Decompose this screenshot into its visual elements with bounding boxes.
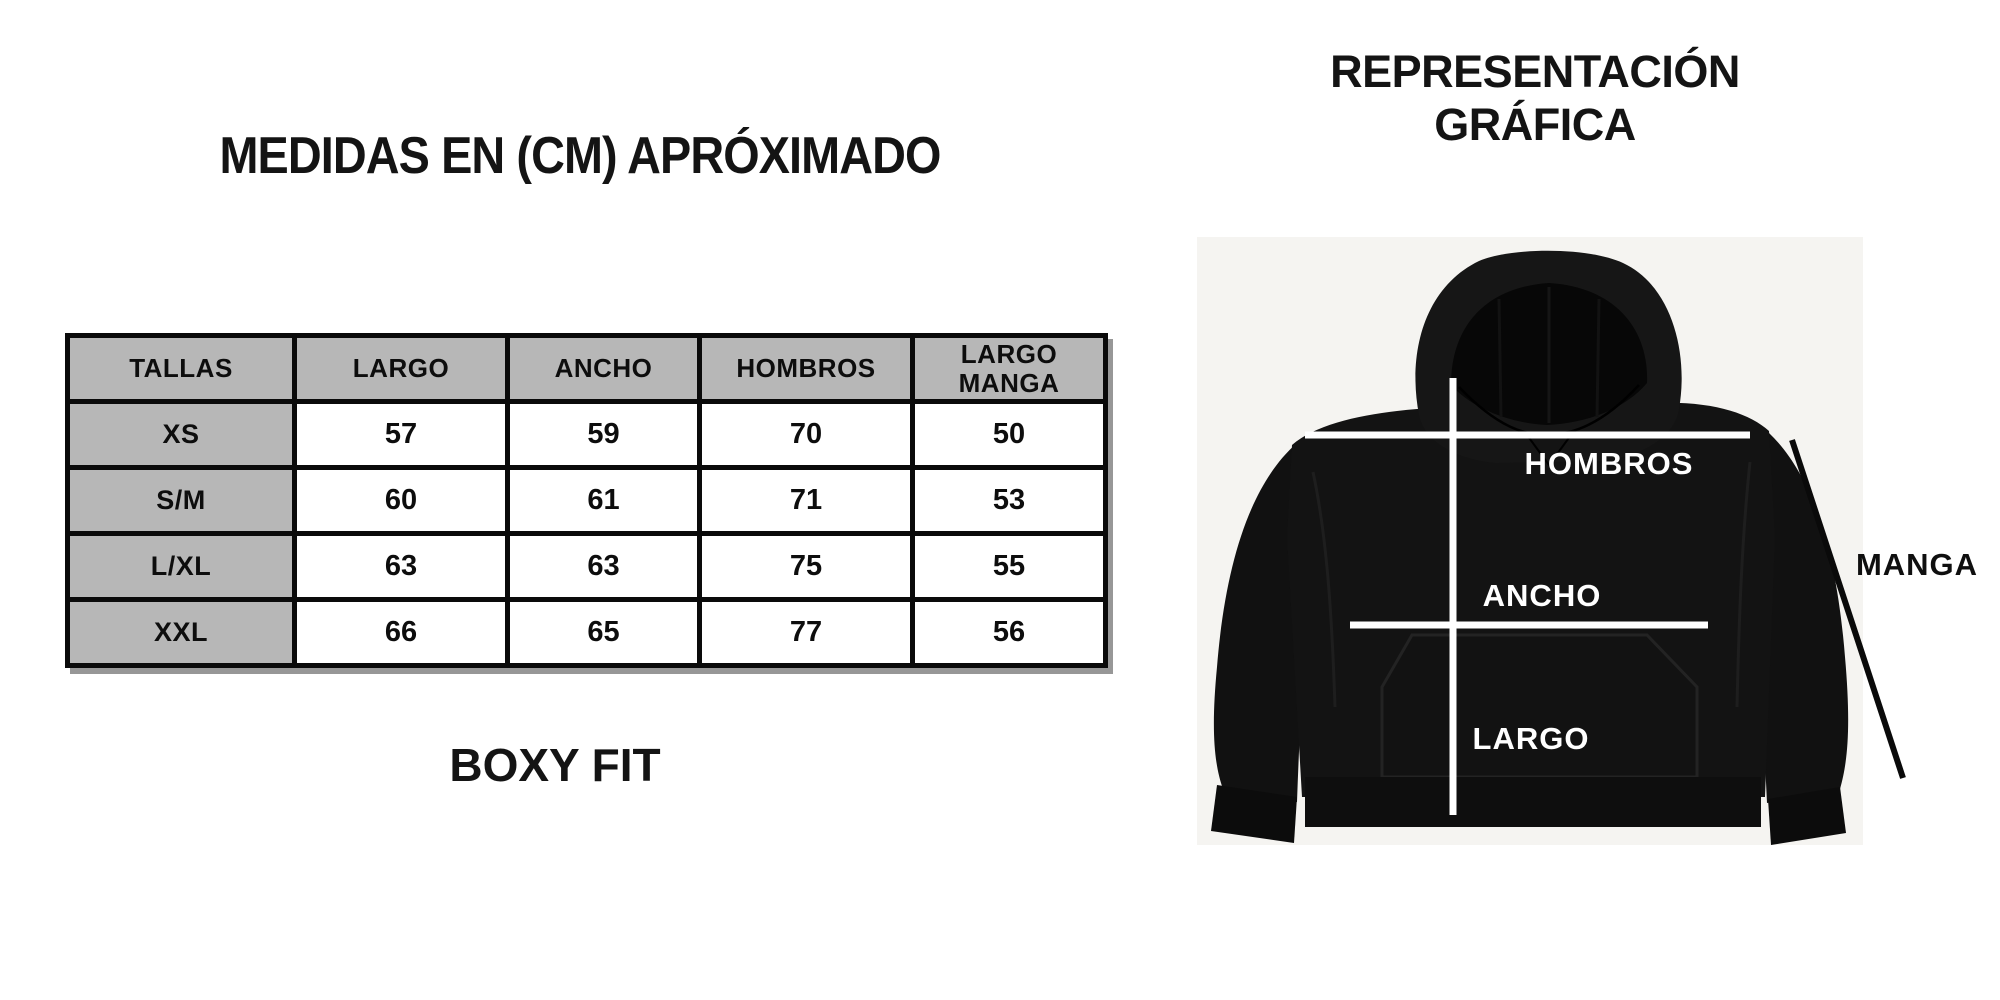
table-row: L/XL 63 63 75 55 <box>65 531 1108 602</box>
value-cell: 71 <box>697 465 915 536</box>
value-cell: 50 <box>910 399 1108 470</box>
hoodie-left-cuff <box>1211 785 1297 843</box>
hoodie-hem-band <box>1305 777 1761 827</box>
column-header-largo: LARGO <box>292 333 510 404</box>
graphic-title-line2: GRÁFICA <box>1434 98 1636 150</box>
label-largo: LARGO <box>1473 721 1590 756</box>
value-cell: 63 <box>505 531 702 602</box>
value-cell: 60 <box>292 465 510 536</box>
size-table: TALLAS LARGO ANCHO HOMBROS LARGO MANGA X… <box>65 333 1108 668</box>
value-cell: 55 <box>910 531 1108 602</box>
column-header-ancho: ANCHO <box>505 333 702 404</box>
column-header-largo-manga: LARGO MANGA <box>910 333 1108 404</box>
value-cell: 65 <box>505 597 702 668</box>
hoodie-right-sleeve <box>1750 433 1849 803</box>
hoodie-diagram: HOMBROS ANCHO LARGO MANGA <box>1190 230 2000 850</box>
value-cell: 57 <box>292 399 510 470</box>
size-cell: XXL <box>65 597 297 668</box>
value-cell: 70 <box>697 399 915 470</box>
hoodie-right-cuff <box>1768 787 1846 845</box>
size-cell: S/M <box>65 465 297 536</box>
label-manga: MANGA <box>1856 547 1978 582</box>
value-cell: 59 <box>505 399 702 470</box>
fit-label: BOXY FIT <box>449 739 661 791</box>
value-cell: 61 <box>505 465 702 536</box>
value-cell: 56 <box>910 597 1108 668</box>
graphic-title-line1: REPRESENTACIÓN <box>1330 46 1740 97</box>
table-row: S/M 60 61 71 53 <box>65 465 1108 536</box>
value-cell: 53 <box>910 465 1108 536</box>
value-cell: 63 <box>292 531 510 602</box>
value-cell: 77 <box>697 597 915 668</box>
table-row: XXL 66 65 77 56 <box>65 597 1108 668</box>
value-cell: 75 <box>697 531 915 602</box>
column-header-tallas: TALLAS <box>65 333 297 404</box>
value-cell: 66 <box>292 597 510 668</box>
left-armhole-seam <box>1311 471 1337 708</box>
right-armhole-seam <box>1735 461 1752 708</box>
hood-panel-seams <box>1497 298 1601 418</box>
size-cell: L/XL <box>65 531 297 602</box>
size-chart-title: MEDIDAS EN (CM) APRÓXIMADO <box>219 127 941 185</box>
label-hombros: HOMBROS <box>1525 446 1694 481</box>
hood-v-drape <box>1526 434 1572 467</box>
graphic-title: REPRESENTACIÓN GRÁFICA <box>1280 46 1790 151</box>
column-header-hombros: HOMBROS <box>697 333 915 404</box>
measurement-line-manga <box>1789 439 1906 779</box>
size-cell: XS <box>65 399 297 470</box>
label-ancho: ANCHO <box>1483 578 1602 613</box>
hoodie-illustration: HOMBROS ANCHO LARGO MANGA <box>1197 237 1978 845</box>
table-row: XS 57 59 70 50 <box>65 399 1108 470</box>
table-header-row: TALLAS LARGO ANCHO HOMBROS LARGO MANGA <box>65 333 1108 404</box>
